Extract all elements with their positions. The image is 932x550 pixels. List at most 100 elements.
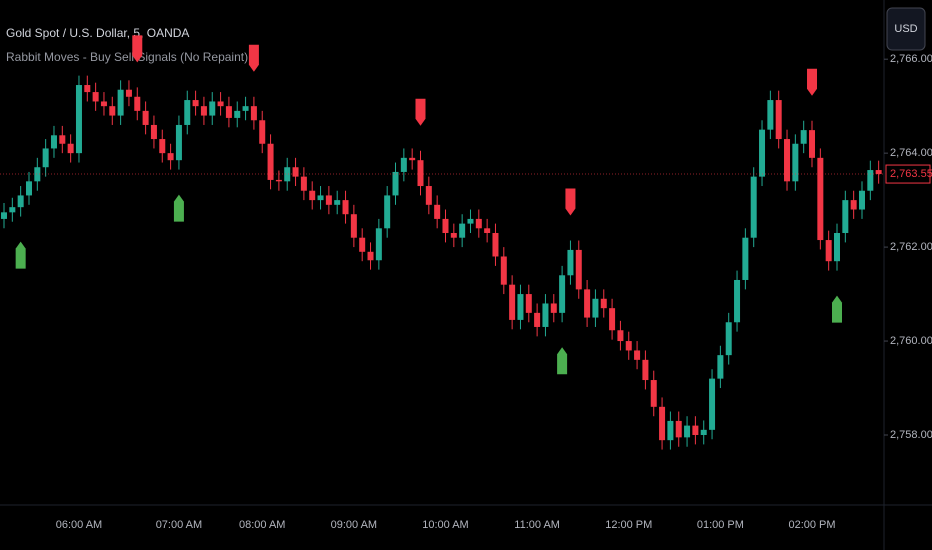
last-price-label: 2,763.555 [890,168,932,180]
candle-body [575,249,582,290]
candle-body [134,96,141,111]
y-tick-label: 2,762.000 [890,241,932,253]
candle-body [192,100,199,107]
candle-body [767,100,774,130]
x-tick-label: 12:00 PM [605,519,652,531]
candle-body [67,143,74,154]
candle-body [17,195,24,208]
candle-body [242,106,249,111]
candle-body [509,284,516,320]
candle-body [375,228,382,261]
candle-body [459,223,466,238]
buy-signal [557,347,568,375]
candle-body [334,200,341,205]
candle-body [492,233,499,257]
candle-body [167,153,174,161]
candle-body [384,195,391,229]
indicator-name: Rabbit Moves - Buy Sell Signals (No Repa… [6,50,248,64]
candle-body [500,256,507,285]
candle-body [442,218,449,234]
candle-body [292,167,299,177]
candle-body [825,240,832,262]
candle-body [209,101,216,116]
candle-body [717,355,724,379]
candle-body [125,89,132,97]
candle-body [617,330,624,342]
candle-body [34,167,41,182]
candle-body [342,200,349,215]
candle-body [817,157,824,241]
sell-signal [415,98,426,126]
currency-button[interactable]: USD [886,7,926,51]
buy-signal [173,194,184,222]
candle-body [42,148,49,168]
candle-body [858,190,865,210]
candle-body [417,160,424,187]
candle-body [9,207,16,213]
candle-body [692,425,699,436]
y-tick-label: 2,764.000 [890,147,932,159]
x-tick-label: 07:00 AM [156,519,202,531]
candle-body [367,251,374,261]
x-tick-label: 01:00 PM [697,519,744,531]
candle-body [267,143,274,180]
x-tick-label: 10:00 AM [422,519,468,531]
candle-body [225,106,232,118]
candle-body [700,429,707,436]
candle-body [867,170,874,191]
candle-body [842,200,849,234]
candle-body [450,233,457,238]
candle-body [350,214,357,238]
candle-body [775,100,782,140]
candle-body [784,139,791,182]
candle-body [584,289,591,318]
candle-body [359,237,366,252]
candle-body [759,129,766,177]
candle-body [792,143,799,182]
candle-body [425,186,432,205]
candle-body [92,92,99,102]
candle-body [325,195,332,205]
candle-body [184,100,191,125]
candle-body [650,380,657,407]
currency-label[interactable]: USD [894,23,917,35]
candle-body [517,294,524,320]
candle-body [534,312,541,327]
candle-body [117,89,124,116]
candle-body [634,350,641,360]
candle-body [667,420,674,441]
candle-body [800,130,807,144]
candle-body [59,135,66,144]
candle-body [675,420,682,438]
candle-body [834,233,840,262]
last-price-box [885,164,931,184]
candle-body [875,170,882,175]
candle-body [467,218,474,224]
sell-signal [248,44,259,72]
y-tick-label: 2,760.000 [890,335,932,347]
candle-body [750,176,757,238]
candle-body [684,425,691,438]
candle-body [217,101,224,107]
candle-body [542,303,549,327]
sell-signal [565,188,576,216]
candle-body [567,249,574,276]
x-tick-label: 02:00 PM [788,519,835,531]
sell-signal [132,35,143,63]
candle-body [300,176,307,191]
candle-body [609,308,616,331]
candle-body [550,303,557,313]
candle-body [175,124,182,161]
candle-body [25,181,32,196]
y-tick-label: 2,758.000 [890,429,932,441]
candle-body [84,85,91,93]
candle-body [150,124,157,140]
candle-body [484,228,491,234]
candle-body [200,106,207,116]
candle-body [559,275,566,313]
currency-button-box[interactable] [886,7,926,51]
x-tick-label: 09:00 AM [331,519,377,531]
x-tick-label: 08:00 AM [239,519,285,531]
candle-body [625,341,632,351]
